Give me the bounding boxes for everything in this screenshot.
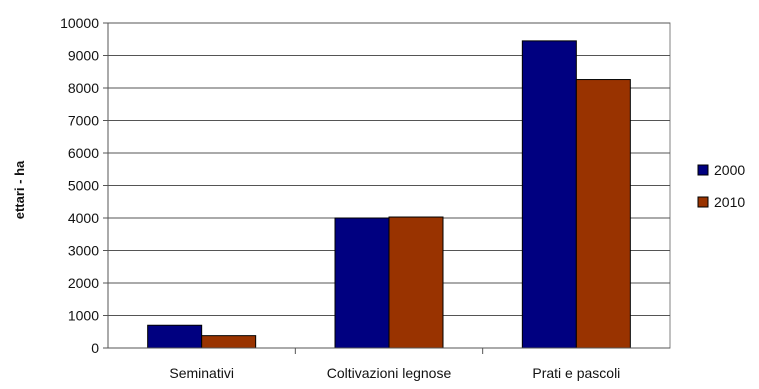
legend-label: 2010: [714, 194, 745, 210]
legend: 2000 2010: [697, 162, 745, 210]
bar-2000-1: [334, 217, 390, 349]
x-category-labels: Seminativi Coltivazioni legnose Prati e pa…: [169, 365, 620, 381]
x-category-label: Seminativi: [169, 365, 234, 381]
bar-2010-1: [388, 216, 444, 349]
bar-2010-0: [201, 335, 257, 349]
bars: [147, 40, 631, 349]
x-category-label: Prati e pascoli: [532, 365, 620, 381]
y-tick-label: 5000: [68, 178, 99, 194]
y-tick-label: 8000: [68, 80, 99, 96]
y-tick-label: 4000: [68, 210, 99, 226]
y-tick-label: 2000: [68, 275, 99, 291]
bar-2000-0: [147, 324, 203, 349]
y-tick-label: 3000: [68, 243, 99, 259]
axes: [107, 23, 670, 349]
legend-label: 2000: [714, 162, 745, 178]
y-tick-labels: 0 1000 2000 3000 4000 5000 6000 7000 8000 9000 100…: [60, 15, 99, 356]
legend-swatch-2010: [697, 196, 709, 208]
bar-2000-2: [521, 40, 577, 349]
y-tick-label: 10000: [60, 15, 99, 31]
x-category-label: Coltivazioni legnose: [327, 365, 452, 381]
y-tick-label: 1000: [68, 308, 99, 324]
y-tick-label: 6000: [68, 145, 99, 161]
bar-2010-2: [575, 79, 631, 349]
y-axis-title: ettari - ha: [12, 160, 27, 219]
y-tick-label: 0: [91, 340, 99, 356]
y-tick-label: 7000: [68, 113, 99, 129]
y-tick-label: 9000: [68, 48, 99, 64]
legend-swatch-2000: [697, 164, 709, 176]
